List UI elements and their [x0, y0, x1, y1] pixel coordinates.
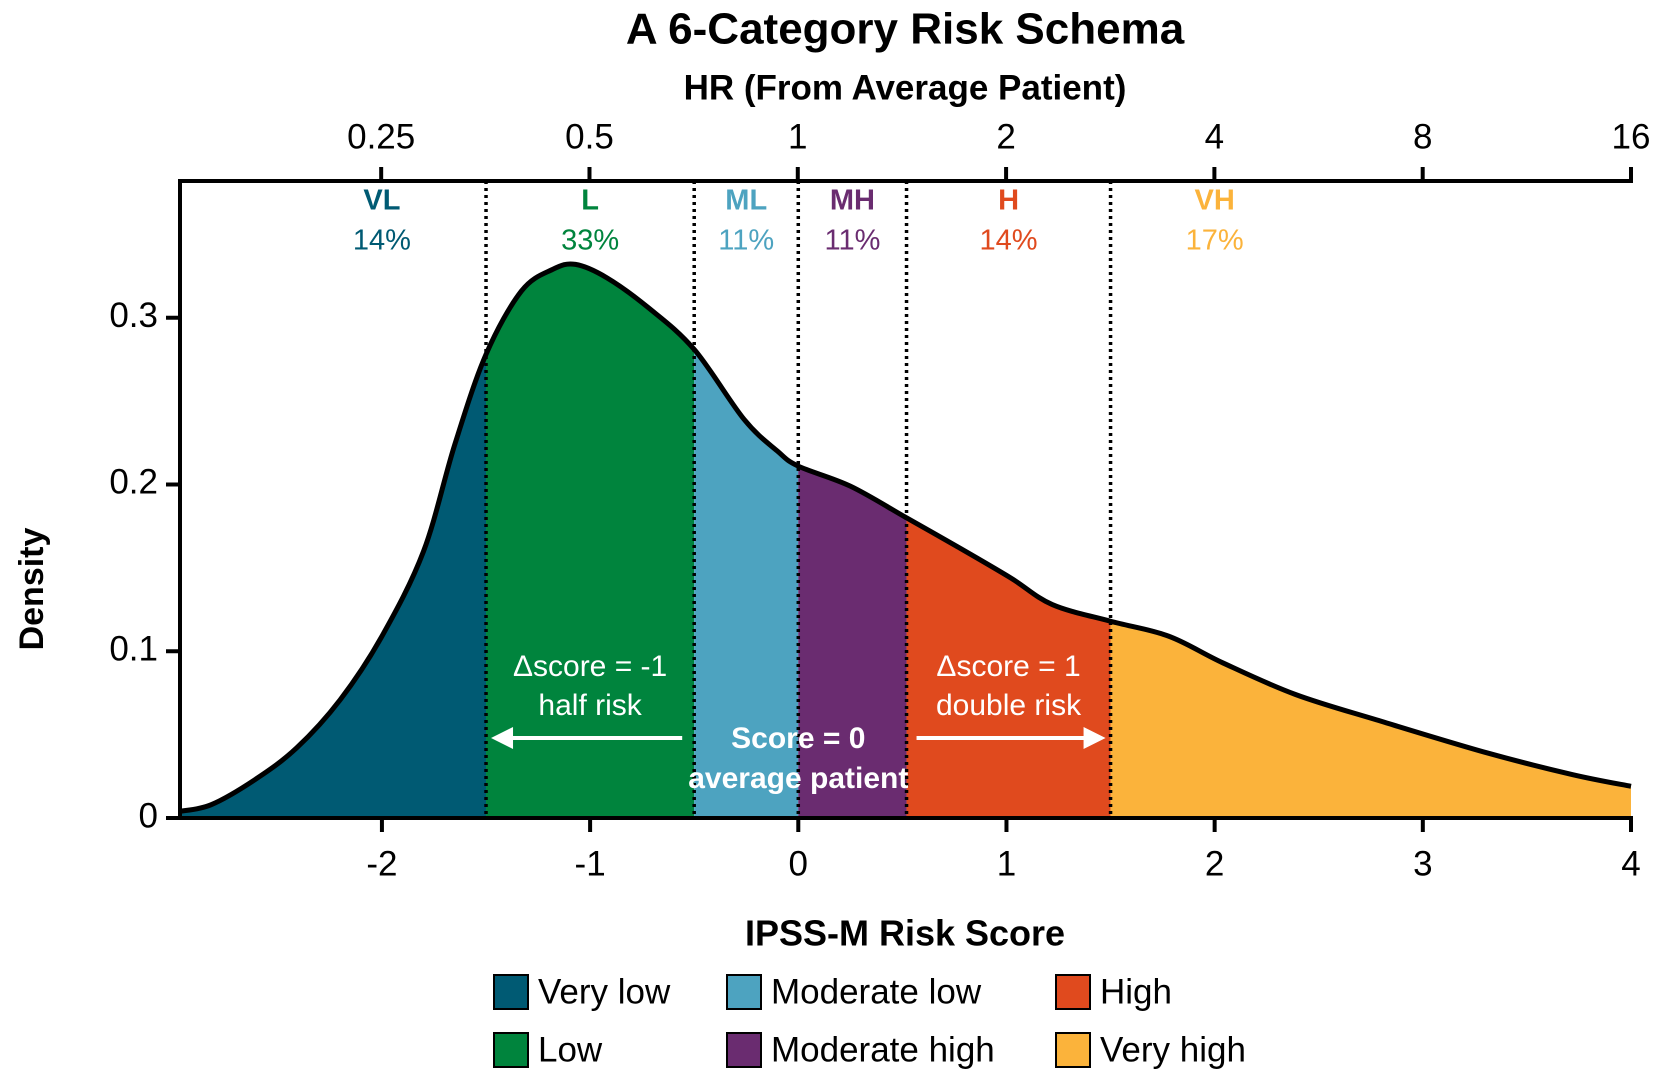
segment-abbreviation: ML [725, 185, 767, 217]
legend-swatch [1055, 1032, 1091, 1068]
y-tick-label: 0.3 [109, 296, 158, 335]
y-axis-label: Density [13, 528, 51, 651]
segment-fill [906, 263, 1111, 818]
legend-label: Very low [538, 972, 671, 1011]
x-tick-label: -2 [366, 844, 397, 883]
segment-abbreviation: VH [1194, 185, 1234, 217]
x-tick-label: 2 [1205, 844, 1224, 883]
legend-label: Moderate low [771, 972, 982, 1011]
top-tick-label: 0.5 [565, 117, 614, 156]
annotation: double risk [936, 689, 1082, 722]
annotation: Score = 0 [731, 722, 865, 755]
annotation: Δscore = 1 [936, 650, 1080, 683]
segment-share: 14% [980, 225, 1038, 257]
top-tick-label: 0.25 [347, 117, 415, 156]
legend-label: Very high [1100, 1030, 1246, 1069]
segment-share: 11% [718, 225, 774, 257]
legend-label: Moderate high [771, 1030, 995, 1069]
segment-fill [1110, 263, 1631, 818]
legend-swatch [726, 974, 762, 1010]
legend-swatch [1055, 974, 1091, 1010]
legend-swatch [493, 1032, 529, 1068]
top-tick-label: 1 [788, 117, 807, 156]
x-tick-label: 4 [1621, 844, 1640, 883]
segment-abbreviation: L [581, 185, 599, 217]
x-tick-label: 1 [997, 844, 1016, 883]
annotation-arrowhead [491, 727, 514, 749]
y-tick-label: 0.2 [109, 463, 158, 502]
segment-share: 17% [1186, 225, 1244, 257]
segment-fill [486, 263, 695, 818]
x-axis-label: IPSS-M Risk Score [745, 913, 1065, 954]
segment-share: 14% [353, 225, 411, 257]
segment-abbreviation: VL [363, 185, 400, 217]
y-tick-label: 0 [139, 796, 158, 835]
top-axis-label: HR (From Average Patient) [684, 68, 1127, 107]
annotation: average patient [688, 762, 908, 795]
legend-swatch [726, 1032, 762, 1068]
annotation-arrowhead [1083, 727, 1106, 749]
annotation: half risk [538, 689, 642, 722]
x-tick-label: -1 [575, 844, 606, 883]
annotation: Δscore = -1 [513, 650, 667, 683]
legend-label: Low [538, 1030, 603, 1069]
segment-share: 11% [824, 225, 880, 257]
x-tick-label: 3 [1413, 844, 1432, 883]
segment-abbreviation: H [998, 185, 1019, 217]
top-tick-label: 8 [1413, 117, 1432, 156]
legend-label: High [1100, 972, 1172, 1011]
x-tick-label: 0 [789, 844, 808, 883]
top-tick-label: 4 [1205, 117, 1224, 156]
density-curve [179, 261, 1632, 814]
top-tick-label: 2 [996, 117, 1015, 156]
top-tick-label: 16 [1612, 117, 1651, 156]
legend-swatch [493, 974, 529, 1010]
chart-title: A 6-Category Risk Schema [626, 5, 1185, 54]
y-tick-label: 0.1 [109, 629, 158, 668]
segment-share: 33% [561, 225, 619, 257]
segment-abbreviation: MH [830, 185, 875, 217]
